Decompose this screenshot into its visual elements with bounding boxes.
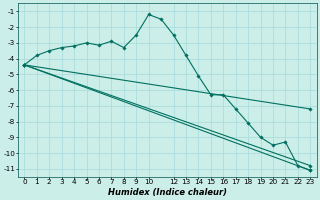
X-axis label: Humidex (Indice chaleur): Humidex (Indice chaleur) bbox=[108, 188, 227, 197]
